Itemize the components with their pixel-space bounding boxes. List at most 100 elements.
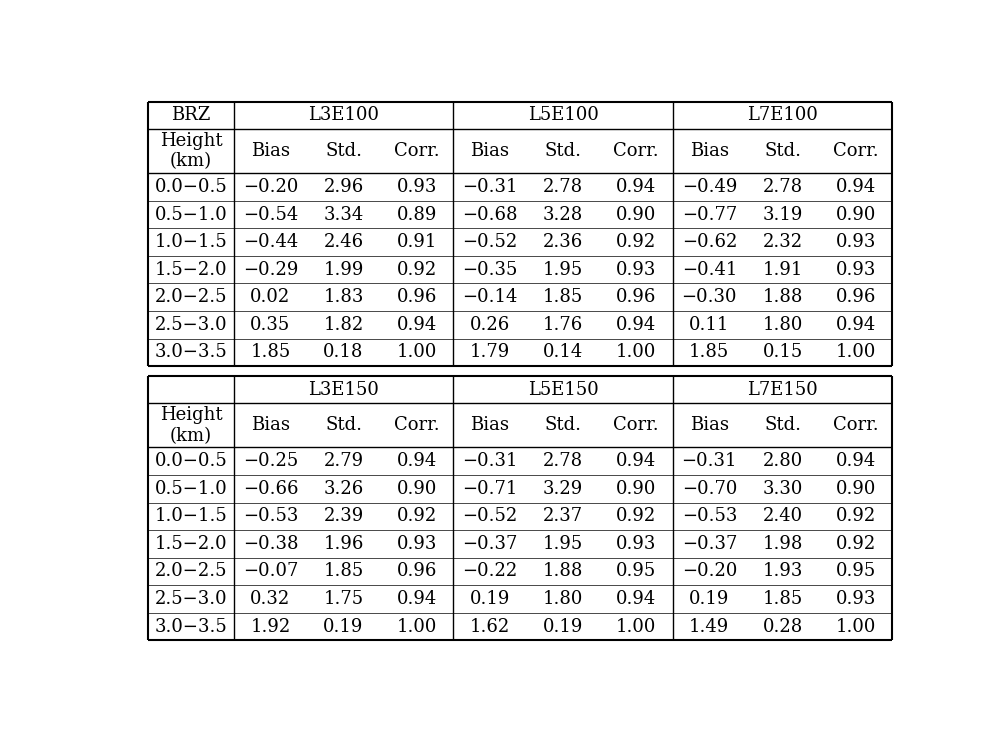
Text: 2.78: 2.78 [543, 178, 583, 196]
Text: 0.89: 0.89 [397, 206, 437, 224]
Text: 1.49: 1.49 [689, 617, 729, 636]
Text: 0.92: 0.92 [616, 507, 656, 526]
Text: Std.: Std. [545, 142, 582, 160]
Text: 0.91: 0.91 [397, 233, 437, 251]
Text: 0.94: 0.94 [836, 178, 876, 196]
Text: 1.00: 1.00 [397, 343, 437, 362]
Text: 0.92: 0.92 [836, 507, 876, 526]
Text: 0.93: 0.93 [397, 178, 437, 196]
Text: −0.54: −0.54 [243, 206, 298, 224]
Text: 1.80: 1.80 [762, 316, 803, 334]
Text: 1.00: 1.00 [616, 343, 656, 362]
Text: 1.95: 1.95 [543, 535, 583, 553]
Text: 0.35: 0.35 [250, 316, 291, 334]
Text: −0.62: −0.62 [682, 233, 737, 251]
Text: 2.39: 2.39 [323, 507, 364, 526]
Text: Std.: Std. [325, 416, 362, 434]
Text: 0.92: 0.92 [836, 535, 876, 553]
Text: 0.94: 0.94 [616, 316, 656, 334]
Text: 1.95: 1.95 [543, 261, 583, 278]
Text: −0.70: −0.70 [682, 480, 737, 498]
Text: 1.0−1.5: 1.0−1.5 [155, 233, 227, 251]
Text: −0.52: −0.52 [462, 507, 517, 526]
Text: Height
(km): Height (km) [160, 132, 222, 171]
Text: −0.25: −0.25 [243, 452, 298, 470]
Text: −0.52: −0.52 [462, 233, 517, 251]
Text: −0.31: −0.31 [682, 452, 737, 470]
Text: −0.07: −0.07 [243, 563, 298, 580]
Text: 2.46: 2.46 [323, 233, 364, 251]
Text: 0.19: 0.19 [689, 590, 730, 608]
Text: 1.5−2.0: 1.5−2.0 [155, 535, 227, 553]
Text: Std.: Std. [764, 142, 801, 160]
Text: 1.85: 1.85 [543, 288, 583, 306]
Text: 0.96: 0.96 [616, 288, 656, 306]
Text: 1.00: 1.00 [835, 617, 876, 636]
Text: 1.85: 1.85 [762, 590, 803, 608]
Text: 0.28: 0.28 [762, 617, 803, 636]
Text: −0.31: −0.31 [462, 178, 518, 196]
Text: 1.75: 1.75 [323, 590, 364, 608]
Text: 1.99: 1.99 [323, 261, 364, 278]
Text: Bias: Bias [690, 416, 729, 434]
Text: 0.93: 0.93 [835, 233, 876, 251]
Text: 1.85: 1.85 [323, 563, 364, 580]
Text: −0.77: −0.77 [682, 206, 737, 224]
Text: Std.: Std. [764, 416, 801, 434]
Text: −0.71: −0.71 [462, 480, 518, 498]
Text: 0.94: 0.94 [397, 316, 437, 334]
Text: 2.0−2.5: 2.0−2.5 [155, 288, 227, 306]
Text: Std.: Std. [545, 416, 582, 434]
Text: Corr.: Corr. [394, 416, 440, 434]
Text: 0.94: 0.94 [616, 590, 656, 608]
Text: 0.94: 0.94 [397, 590, 437, 608]
Text: 0.26: 0.26 [470, 316, 510, 334]
Text: 0.92: 0.92 [397, 507, 437, 526]
Text: 0.93: 0.93 [616, 535, 656, 553]
Text: 0.94: 0.94 [616, 178, 656, 196]
Text: 1.5−2.0: 1.5−2.0 [155, 261, 227, 278]
Text: BRZ: BRZ [171, 106, 211, 125]
Text: 3.26: 3.26 [323, 480, 364, 498]
Text: 0.02: 0.02 [250, 288, 291, 306]
Text: 1.85: 1.85 [689, 343, 729, 362]
Text: 3.30: 3.30 [762, 480, 803, 498]
Text: 0.93: 0.93 [397, 535, 437, 553]
Text: −0.20: −0.20 [243, 178, 298, 196]
Text: Corr.: Corr. [394, 142, 440, 160]
Text: 1.0−1.5: 1.0−1.5 [155, 507, 227, 526]
Text: 3.0−3.5: 3.0−3.5 [155, 617, 227, 636]
Text: 3.19: 3.19 [762, 206, 803, 224]
Text: 0.94: 0.94 [397, 452, 437, 470]
Text: 0.90: 0.90 [397, 480, 437, 498]
Text: 0.90: 0.90 [616, 480, 656, 498]
Text: 0.11: 0.11 [689, 316, 730, 334]
Text: L5E100: L5E100 [528, 106, 598, 125]
Text: 1.80: 1.80 [543, 590, 583, 608]
Text: 0.18: 0.18 [323, 343, 364, 362]
Text: 0.5−1.0: 0.5−1.0 [155, 480, 227, 498]
Text: 1.88: 1.88 [762, 288, 803, 306]
Text: 1.92: 1.92 [250, 617, 291, 636]
Text: 1.00: 1.00 [616, 617, 656, 636]
Text: 2.32: 2.32 [762, 233, 803, 251]
Text: Bias: Bias [470, 142, 509, 160]
Text: L7E100: L7E100 [747, 106, 818, 125]
Text: 3.29: 3.29 [543, 480, 583, 498]
Text: Bias: Bias [251, 416, 290, 434]
Text: −0.31: −0.31 [462, 452, 518, 470]
Text: Bias: Bias [470, 416, 509, 434]
Text: 0.96: 0.96 [397, 288, 437, 306]
Text: −0.37: −0.37 [682, 535, 737, 553]
Text: 2.78: 2.78 [762, 178, 803, 196]
Text: 1.62: 1.62 [470, 617, 510, 636]
Text: −0.53: −0.53 [682, 507, 737, 526]
Text: 2.40: 2.40 [762, 507, 803, 526]
Text: 1.76: 1.76 [543, 316, 583, 334]
Text: 0.92: 0.92 [397, 261, 437, 278]
Text: L3E100: L3E100 [308, 106, 379, 125]
Text: 0.90: 0.90 [616, 206, 656, 224]
Text: 1.88: 1.88 [543, 563, 583, 580]
Text: 3.28: 3.28 [543, 206, 583, 224]
Text: 0.90: 0.90 [835, 206, 876, 224]
